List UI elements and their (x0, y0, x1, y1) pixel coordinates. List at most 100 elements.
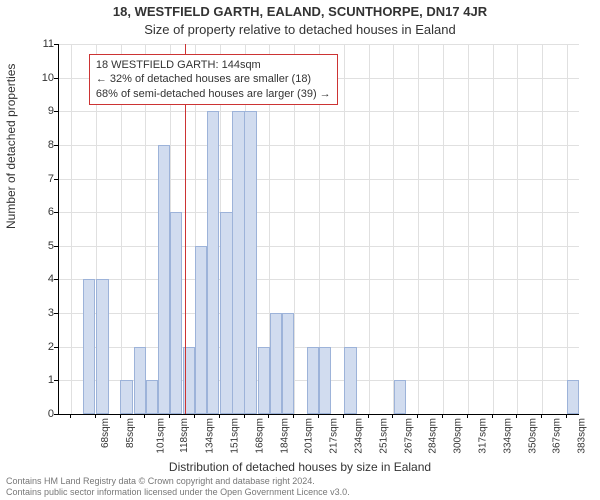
xtick-mark (492, 414, 493, 418)
ytick-label: 4 (24, 273, 54, 285)
gridline-v (517, 44, 518, 414)
gridline-v (542, 44, 543, 414)
xtick-label: 334sqm (502, 418, 513, 454)
info-box-line: 68% of semi-detached houses are larger (… (96, 87, 331, 101)
gridline-v (71, 44, 72, 414)
ytick-label: 2 (24, 341, 54, 353)
histogram-bar (83, 279, 95, 414)
gridline-v (393, 44, 394, 414)
xtick-label: 267sqm (403, 418, 414, 454)
xtick-mark (244, 414, 245, 418)
histogram-bar (344, 347, 356, 414)
gridline-v (369, 44, 370, 414)
ytick-label: 6 (24, 206, 54, 218)
ytick-mark (54, 313, 58, 314)
footer-line-1: Contains HM Land Registry data © Crown c… (6, 476, 350, 487)
ytick-mark (54, 414, 58, 415)
y-axis-label: Number of detached properties (4, 64, 18, 229)
xtick-label: 118sqm (179, 418, 190, 453)
histogram-bar (567, 380, 579, 414)
xtick-mark (144, 414, 145, 418)
info-box-line: 18 WESTFIELD GARTH: 144sqm (96, 58, 331, 72)
plot-area: 18 WESTFIELD GARTH: 144sqm← 32% of detac… (58, 44, 579, 415)
histogram-bar (270, 313, 282, 414)
chart-container: 18, WESTFIELD GARTH, EALAND, SCUNTHORPE,… (0, 0, 600, 500)
ytick-mark (54, 145, 58, 146)
xtick-label: 68sqm (100, 418, 111, 448)
ytick-mark (54, 347, 58, 348)
xtick-mark (194, 414, 195, 418)
xtick-mark (417, 414, 418, 418)
histogram-bar (244, 111, 256, 414)
chart-title-main: 18, WESTFIELD GARTH, EALAND, SCUNTHORPE,… (0, 4, 600, 19)
xtick-mark (268, 414, 269, 418)
chart-title-sub: Size of property relative to detached ho… (0, 22, 600, 37)
footer-attribution: Contains HM Land Registry data © Crown c… (6, 476, 350, 498)
xtick-mark (95, 414, 96, 418)
xtick-mark (516, 414, 517, 418)
xtick-label: 367sqm (552, 418, 563, 454)
histogram-bar (220, 212, 232, 414)
histogram-bar (134, 347, 146, 414)
histogram-bar (307, 347, 319, 414)
xtick-mark (392, 414, 393, 418)
xtick-mark (293, 414, 294, 418)
ytick-mark (54, 212, 58, 213)
histogram-bar (195, 246, 207, 414)
ytick-mark (54, 380, 58, 381)
gridline-v (418, 44, 419, 414)
info-box-line: ← 32% of detached houses are smaller (18… (96, 72, 331, 86)
xtick-mark (219, 414, 220, 418)
gridline-v (567, 44, 568, 414)
xtick-mark (318, 414, 319, 418)
xtick-label: 251sqm (378, 418, 389, 454)
ytick-label: 10 (24, 72, 54, 84)
ytick-label: 8 (24, 139, 54, 151)
xtick-label: 317sqm (478, 418, 489, 454)
xtick-label: 134sqm (205, 418, 216, 454)
xtick-label: 184sqm (279, 418, 290, 454)
xtick-mark (566, 414, 567, 418)
ytick-label: 7 (24, 173, 54, 185)
x-axis-label: Distribution of detached houses by size … (0, 460, 600, 474)
xtick-mark (368, 414, 369, 418)
xtick-label: 168sqm (254, 418, 265, 454)
xtick-mark (169, 414, 170, 418)
histogram-bar (394, 380, 406, 414)
xtick-mark (442, 414, 443, 418)
xtick-label: 350sqm (527, 418, 538, 454)
ytick-mark (54, 246, 58, 247)
xtick-mark (467, 414, 468, 418)
xtick-label: 234sqm (354, 418, 365, 454)
footer-line-2: Contains public sector information licen… (6, 487, 350, 498)
gridline-v (493, 44, 494, 414)
xtick-label: 201sqm (304, 418, 315, 454)
xtick-mark (343, 414, 344, 418)
histogram-bar (120, 380, 132, 414)
xtick-mark (120, 414, 121, 418)
xtick-label: 101sqm (155, 418, 166, 454)
ytick-mark (54, 279, 58, 280)
histogram-bar (96, 279, 108, 414)
ytick-label: 3 (24, 307, 54, 319)
ytick-mark (54, 44, 58, 45)
ytick-mark (54, 111, 58, 112)
xtick-label: 151sqm (230, 418, 241, 454)
xtick-label: 383sqm (577, 418, 588, 454)
histogram-bar (170, 212, 182, 414)
xtick-label: 300sqm (453, 418, 464, 454)
histogram-bar (207, 111, 219, 414)
xtick-label: 217sqm (329, 418, 340, 454)
ytick-label: 9 (24, 105, 54, 117)
histogram-bar (158, 145, 170, 414)
gridline-v (443, 44, 444, 414)
xtick-label: 85sqm (125, 418, 136, 448)
gridline-v (468, 44, 469, 414)
ytick-label: 5 (24, 240, 54, 252)
xtick-mark (70, 414, 71, 418)
ytick-label: 11 (24, 38, 54, 50)
property-info-box: 18 WESTFIELD GARTH: 144sqm← 32% of detac… (89, 54, 338, 105)
histogram-bar (282, 313, 294, 414)
histogram-bar (258, 347, 270, 414)
histogram-bar (146, 380, 158, 414)
